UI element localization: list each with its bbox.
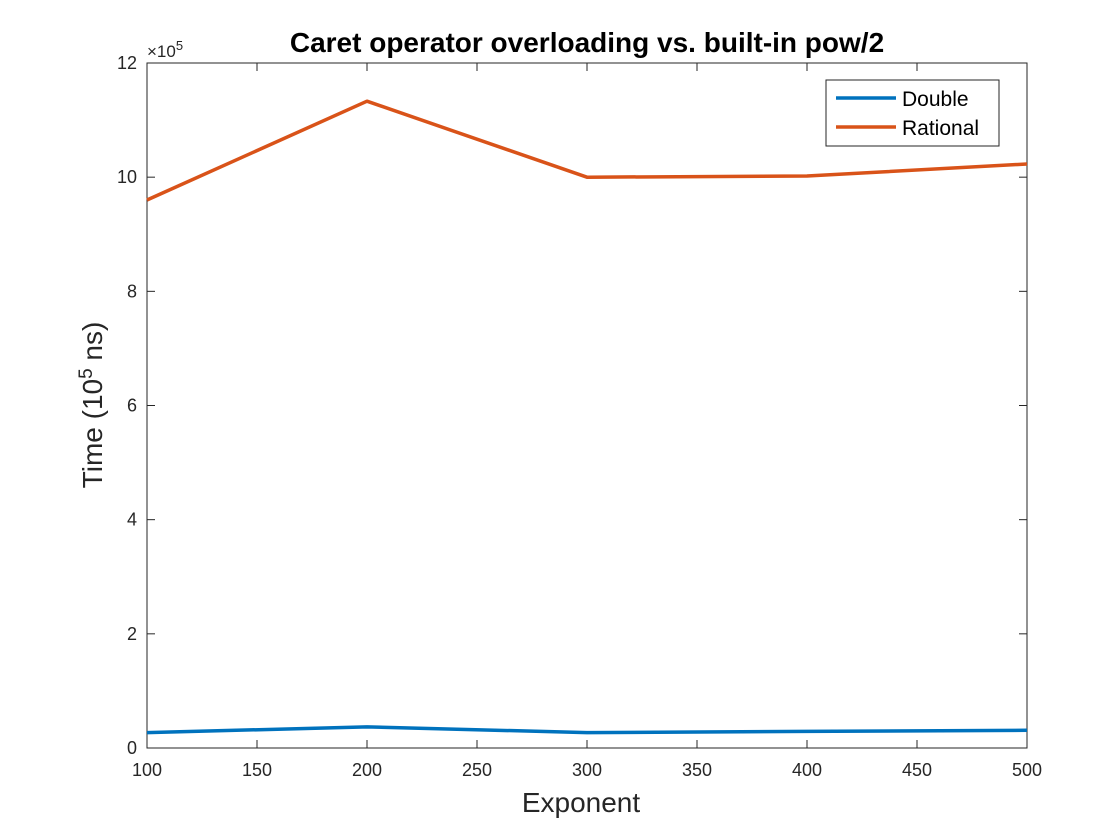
y-axis-title-superscript: 5	[76, 368, 97, 379]
x-tick-label: 100	[132, 760, 162, 780]
x-axis-title: Exponent	[522, 787, 641, 818]
plot-area	[146, 62, 1028, 749]
x-tick-label: 200	[352, 760, 382, 780]
y-tick-label: 8	[127, 281, 137, 301]
x-tick-label: 150	[242, 760, 272, 780]
y-tick-label: 4	[127, 510, 137, 530]
y-tick-label: 0	[127, 738, 137, 758]
series-line-double	[146, 725, 1028, 735]
y-tick-label: 12	[117, 53, 137, 73]
series-line-rational	[146, 99, 1028, 202]
legend-box	[825, 79, 1000, 147]
x-tick-label: 250	[462, 760, 492, 780]
y-axis-title: Time (105 ns)	[76, 322, 108, 489]
y-tick-label: 6	[127, 396, 137, 416]
legend: Double Rational	[825, 79, 1000, 147]
y-axis-exponent-superscript: 5	[176, 38, 183, 53]
x-tick-label: 500	[1012, 760, 1042, 780]
y-tick-label: 10	[117, 167, 137, 187]
x-tick-label: 450	[902, 760, 932, 780]
legend-label-rational: Rational	[902, 117, 979, 140]
y-axis-exponent-label: ×105	[147, 38, 183, 61]
y-tick-label: 2	[127, 624, 137, 644]
legend-label-double: Double	[902, 88, 969, 111]
y-axis-title-suffix: ns)	[77, 322, 108, 369]
chart-title: Caret operator overloading vs. built-in …	[290, 27, 884, 58]
y-axis-title-prefix: Time (10	[77, 379, 108, 488]
x-tick-label: 350	[682, 760, 712, 780]
series-lines	[146, 99, 1028, 735]
x-tick-label: 400	[792, 760, 822, 780]
y-axis-exponent-prefix: ×10	[147, 42, 176, 61]
x-tick-label: 300	[572, 760, 602, 780]
y-axis-ticks: 0 2 4 6 8 10 12	[117, 53, 1027, 758]
x-axis-ticks: 100 150 200 250 300 350 400 450 500	[132, 63, 1042, 780]
